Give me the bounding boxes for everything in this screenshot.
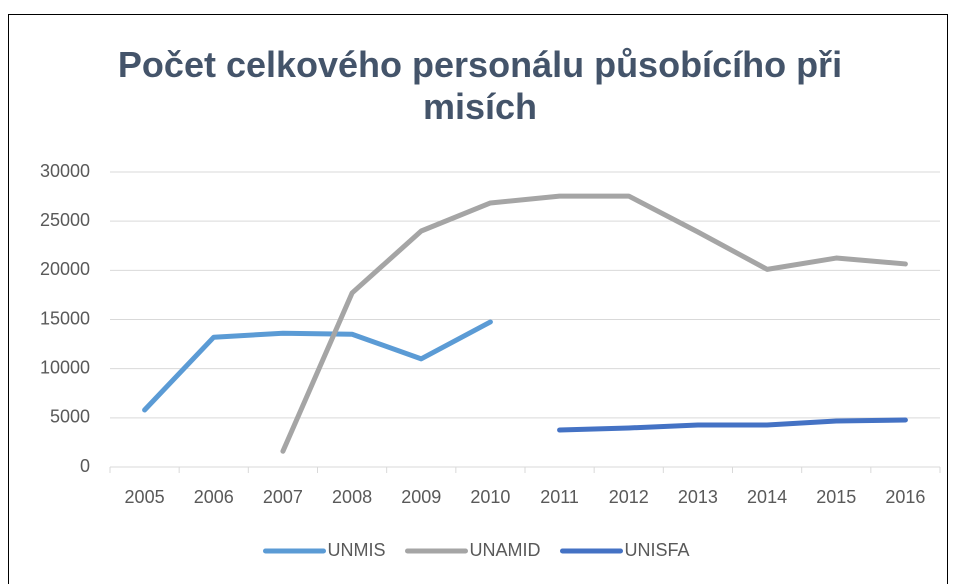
legend-label: UNISFA [624, 540, 689, 560]
x-tick-label: 2012 [609, 487, 649, 507]
y-tick-label: 20000 [40, 259, 90, 279]
y-tick-label: 15000 [40, 308, 90, 328]
x-tick-label: 2010 [470, 487, 510, 507]
legend-label: UNAMID [469, 540, 540, 560]
y-tick-label: 25000 [40, 210, 90, 230]
x-tick-label: 2006 [194, 487, 234, 507]
chart-title: Počet celkového personálu působícího při… [117, 44, 843, 127]
x-tick-label: 2005 [125, 487, 165, 507]
series-line [280, 193, 908, 454]
x-tick-label: 2009 [401, 487, 441, 507]
x-tick-label: 2008 [332, 487, 372, 507]
x-tick-label: 2007 [263, 487, 303, 507]
series-line [142, 319, 493, 413]
y-tick-label: 30000 [40, 161, 90, 181]
y-tick-label: 10000 [40, 357, 90, 377]
x-tick-label: 2015 [816, 487, 856, 507]
border [8, 14, 948, 584]
y-tick-label: 0 [80, 456, 90, 476]
x-tick-label: 2016 [885, 487, 925, 507]
series-line [557, 417, 908, 433]
x-tick-label: 2014 [747, 487, 787, 507]
x-tick-label: 2011 [540, 487, 579, 507]
x-tick-label: 2013 [678, 487, 718, 507]
y-tick-label: 5000 [50, 407, 90, 427]
legend-label: UNMIS [327, 540, 385, 560]
